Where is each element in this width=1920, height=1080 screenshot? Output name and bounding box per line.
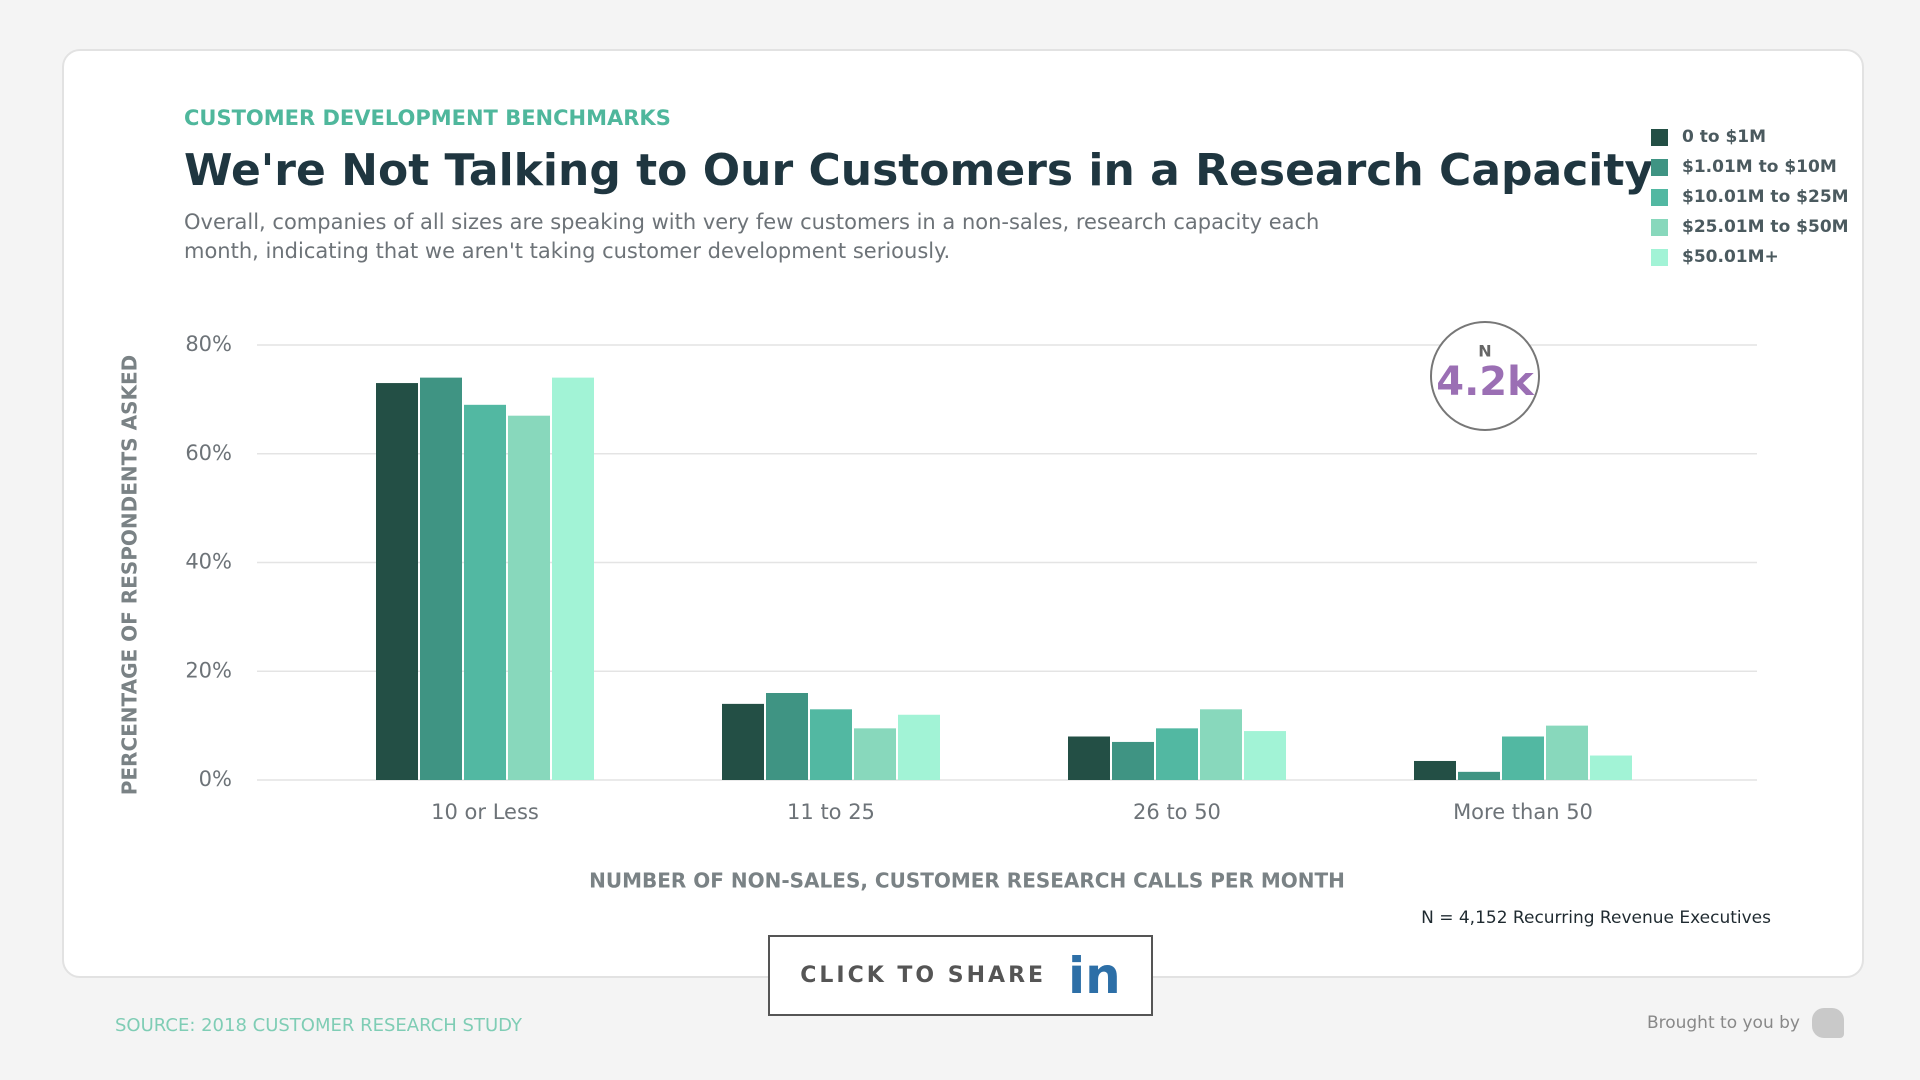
kicker: CUSTOMER DEVELOPMENT BENCHMARKS [184,106,671,130]
bar [1156,728,1198,780]
y-tick-label: 40% [185,550,232,574]
legend-item: $10.01M to $25M [1651,182,1849,212]
bar [1200,709,1242,780]
y-tick-label: 80% [185,332,232,356]
legend-swatch [1651,188,1668,206]
y-axis-label: PERCENTAGE OF RESPONDENTS ASKED [118,355,142,796]
legend-item: 0 to $1M [1651,122,1849,152]
legend-item: $50.01M+ [1651,242,1849,272]
legend-item: $1.01M to $10M [1651,152,1849,182]
bar [898,714,940,780]
legend-label: $1.01M to $10M [1682,157,1837,177]
bar [722,703,764,780]
bar [508,415,550,780]
share-text[interactable]: CLICK TO SHARE [800,963,1047,988]
legend-swatch [1651,158,1668,176]
bar [1112,741,1154,780]
y-tick-label: 20% [185,658,232,682]
x-tick-label: More than 50 [1453,800,1593,824]
bar [766,693,808,780]
y-tick-label: 0% [199,767,232,791]
bar [810,709,852,780]
y-tick-label: 60% [185,441,232,465]
x-tick-label: 26 to 50 [1133,800,1221,824]
bar [1546,725,1588,780]
legend-swatch [1651,248,1668,266]
share-button[interactable]: CLICK TO SHARE in [768,935,1153,1016]
badge-value: 4.2k [1436,359,1535,405]
note: N = 4,152 Recurring Revenue Executives [1421,908,1771,928]
linkedin-icon[interactable]: in [1068,946,1121,1005]
bar [1590,755,1632,780]
source: SOURCE: 2018 CUSTOMER RESEARCH STUDY [115,1015,522,1036]
x-axis-label: NUMBER OF NON-SALES, CUSTOMER RESEARCH C… [589,869,1345,893]
x-tick-label: 11 to 25 [787,800,875,824]
bar [854,728,896,780]
legend-swatch [1651,128,1668,146]
badge [1430,321,1540,431]
bar [1502,736,1544,780]
legend-label: $25.01M to $50M [1682,217,1849,237]
legend-item: $25.01M to $50M [1651,212,1849,242]
badge-label: N [1478,342,1491,361]
credit: Brought to you by [1646,1013,1800,1033]
bar [1458,771,1500,780]
chart-subtitle: Overall, companies of all sizes are spea… [184,210,1320,263]
bar [552,377,594,780]
bar [420,377,462,780]
legend-label: $10.01M to $25M [1682,187,1849,207]
legend: 0 to $1M $1.01M to $10M $10.01M to $25M $25… [1651,122,1849,272]
bar [1244,731,1286,780]
x-tick-label: 10 or Less [431,800,539,824]
logo [1812,1008,1844,1038]
chart-title: We're Not Talking to Our Customers in a … [184,145,1654,196]
card [62,49,1864,978]
bar [376,383,418,780]
legend-swatch [1651,218,1668,236]
legend-label: 0 to $1M [1682,127,1767,147]
legend-label: $50.01M+ [1682,247,1779,267]
bar [1414,760,1456,780]
bar [464,404,506,780]
bar [1068,736,1110,780]
